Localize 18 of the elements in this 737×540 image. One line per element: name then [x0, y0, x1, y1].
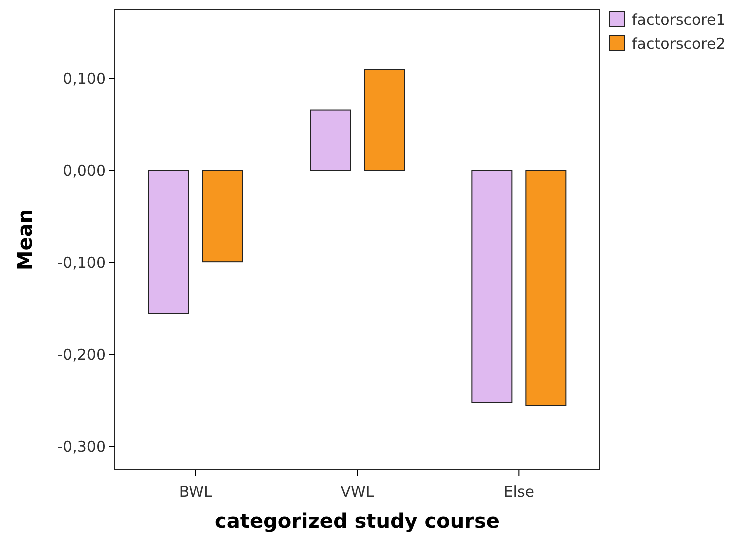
y-tick-label: -0,200	[58, 346, 106, 364]
x-axis-title: categorized study course	[215, 509, 500, 533]
y-tick-label: -0,300	[58, 438, 106, 456]
x-tick-label: VWL	[340, 483, 375, 501]
x-tick-label: BWL	[179, 483, 213, 501]
y-tick-label: 0,100	[63, 70, 106, 88]
x-tick-label: Else	[504, 483, 535, 501]
legend-label: factorscore2	[632, 35, 726, 53]
legend-label: factorscore1	[632, 11, 726, 29]
y-axis-title: Mean	[13, 209, 37, 271]
bar	[526, 170, 567, 406]
bar	[472, 170, 513, 404]
y-tick-label: -0,100	[58, 254, 106, 272]
bar	[148, 170, 190, 314]
bar	[364, 69, 405, 172]
bar	[202, 170, 244, 263]
bar	[310, 110, 351, 172]
y-tick-label: 0,000	[63, 162, 106, 180]
